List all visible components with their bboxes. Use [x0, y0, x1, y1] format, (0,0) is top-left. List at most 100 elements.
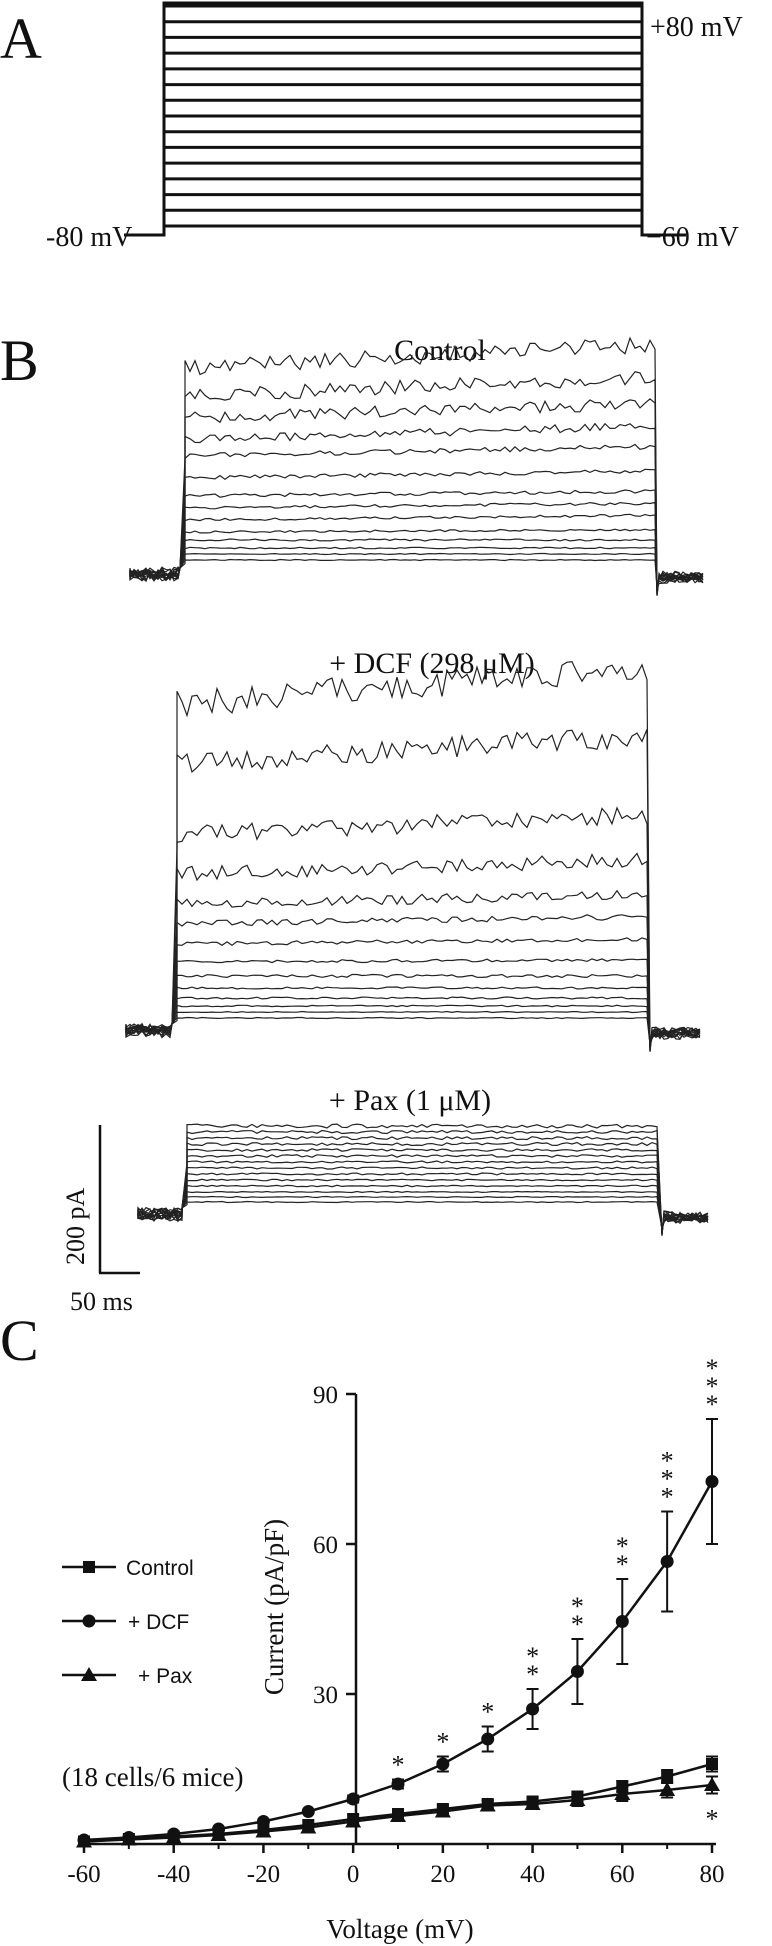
protocol-hold-label: -80 mV [46, 222, 132, 253]
current-trace [129, 443, 704, 594]
data-point-triangle [524, 1796, 541, 1810]
current-trace [125, 958, 701, 1048]
current-trace [137, 1190, 709, 1230]
iv-series [76, 1418, 720, 1848]
current-trace [129, 422, 704, 595]
x-tick-label: 80 [700, 1861, 725, 1888]
current-trace [129, 546, 704, 590]
x-tick-label: -60 [67, 1861, 100, 1888]
significance-marker: * [481, 1698, 494, 1727]
data-point-triangle [210, 1827, 227, 1841]
current-trace [137, 1148, 709, 1234]
data-point-circle [391, 1777, 405, 1791]
significance-marker: * [571, 1610, 584, 1639]
current-trace [137, 1154, 709, 1233]
current-trace [125, 1016, 701, 1045]
data-point-circle [481, 1732, 495, 1746]
traces-pax [137, 1123, 709, 1236]
cells-note: (18 cells/6 mice) [62, 1762, 243, 1792]
current-trace [125, 806, 701, 1051]
data-point-circle [526, 1702, 540, 1716]
data-point-triangle [434, 1803, 451, 1818]
data-point-circle [615, 1615, 629, 1628]
protocol-top-label: +80 mV [650, 12, 743, 43]
data-point-circle [570, 1665, 584, 1678]
x-tick-label: 20 [430, 1861, 455, 1888]
current-trace [125, 1004, 701, 1046]
data-point-square [706, 1758, 718, 1770]
x-tick-label: -20 [247, 1861, 280, 1888]
significance-marker: * [706, 1372, 719, 1401]
significance-marker: * [661, 1483, 674, 1512]
legend-marker-square [83, 1561, 95, 1573]
current-trace [125, 1010, 701, 1045]
data-point-triangle [255, 1823, 272, 1838]
significance-marker: * [526, 1642, 539, 1671]
x-tick-label: 60 [610, 1861, 635, 1888]
traces-control [129, 336, 704, 596]
current-trace [137, 1141, 709, 1235]
iv-significance: **************** [392, 1354, 719, 1834]
legend-label-control: Control [126, 1557, 194, 1580]
scale-bar: 200 pA 50 ms [61, 1125, 140, 1316]
significance-marker: * [616, 1550, 629, 1579]
data-point-triangle [300, 1819, 317, 1834]
current-trace [125, 661, 701, 1052]
panel-b-current-traces: B Control + DCF (298 μM) + Pax (1 μM) 20… [0, 328, 709, 1316]
significance-marker: * [661, 1447, 674, 1476]
significance-marker: * [436, 1728, 449, 1757]
current-trace [125, 852, 701, 1051]
y-ticks: 30 60 90 [313, 1382, 356, 1709]
data-point-triangle [614, 1786, 631, 1800]
panel-a-voltage-protocol: A +80 mV -80 mV −60 mV [0, 1, 743, 253]
significance-marker: * [526, 1660, 539, 1689]
current-trace [125, 973, 701, 1048]
current-trace [129, 538, 704, 590]
current-trace [129, 552, 704, 589]
significance-marker: * [661, 1465, 674, 1494]
panel-b-letter: B [0, 328, 39, 393]
current-trace [129, 528, 704, 591]
panel-c-letter: C [0, 1308, 39, 1373]
current-trace [137, 1200, 709, 1229]
data-point-circle [301, 1805, 315, 1818]
data-point-triangle [390, 1808, 406, 1822]
data-point-triangle [569, 1792, 586, 1806]
x-tick-label: -40 [157, 1861, 190, 1888]
data-point-triangle [479, 1797, 496, 1812]
significance-marker: * [706, 1354, 719, 1383]
legend-item-dcf: + DCF [62, 1611, 189, 1634]
trace-title-control: Control [394, 334, 486, 367]
legend-item-pax: + Pax [62, 1665, 193, 1688]
current-trace [125, 889, 701, 1050]
data-point-circle [346, 1792, 360, 1806]
current-trace [125, 986, 701, 1047]
current-trace [125, 729, 701, 1052]
protocol-steps [124, 1, 686, 237]
data-point-triangle [165, 1829, 182, 1844]
data-point-triangle [76, 1833, 92, 1848]
current-trace [137, 1129, 709, 1236]
data-point-triangle [659, 1782, 676, 1796]
data-point-circle [705, 1475, 719, 1488]
series-triangle [76, 1775, 720, 1848]
legend-label-pax: + Pax [138, 1665, 193, 1688]
significance-marker: * [706, 1390, 719, 1419]
legend-label-dcf: + DCF [128, 1611, 189, 1634]
current-trace [137, 1135, 709, 1235]
data-point-circle [436, 1757, 450, 1771]
protocol-bottom-label: −60 mV [646, 222, 739, 253]
current-trace [137, 1160, 709, 1233]
significance-marker: * [571, 1592, 584, 1621]
iv-axes [84, 1394, 716, 1846]
x-axis-title: Voltage (mV) [326, 1914, 473, 1944]
current-trace [129, 468, 704, 593]
current-trace [137, 1195, 709, 1229]
significance-marker: * [616, 1532, 629, 1561]
legend-item-control: Control [62, 1557, 194, 1580]
scale-time-label: 50 ms [70, 1287, 133, 1316]
current-trace [129, 558, 704, 589]
panel-a-letter: A [0, 6, 42, 71]
current-trace [137, 1172, 709, 1232]
